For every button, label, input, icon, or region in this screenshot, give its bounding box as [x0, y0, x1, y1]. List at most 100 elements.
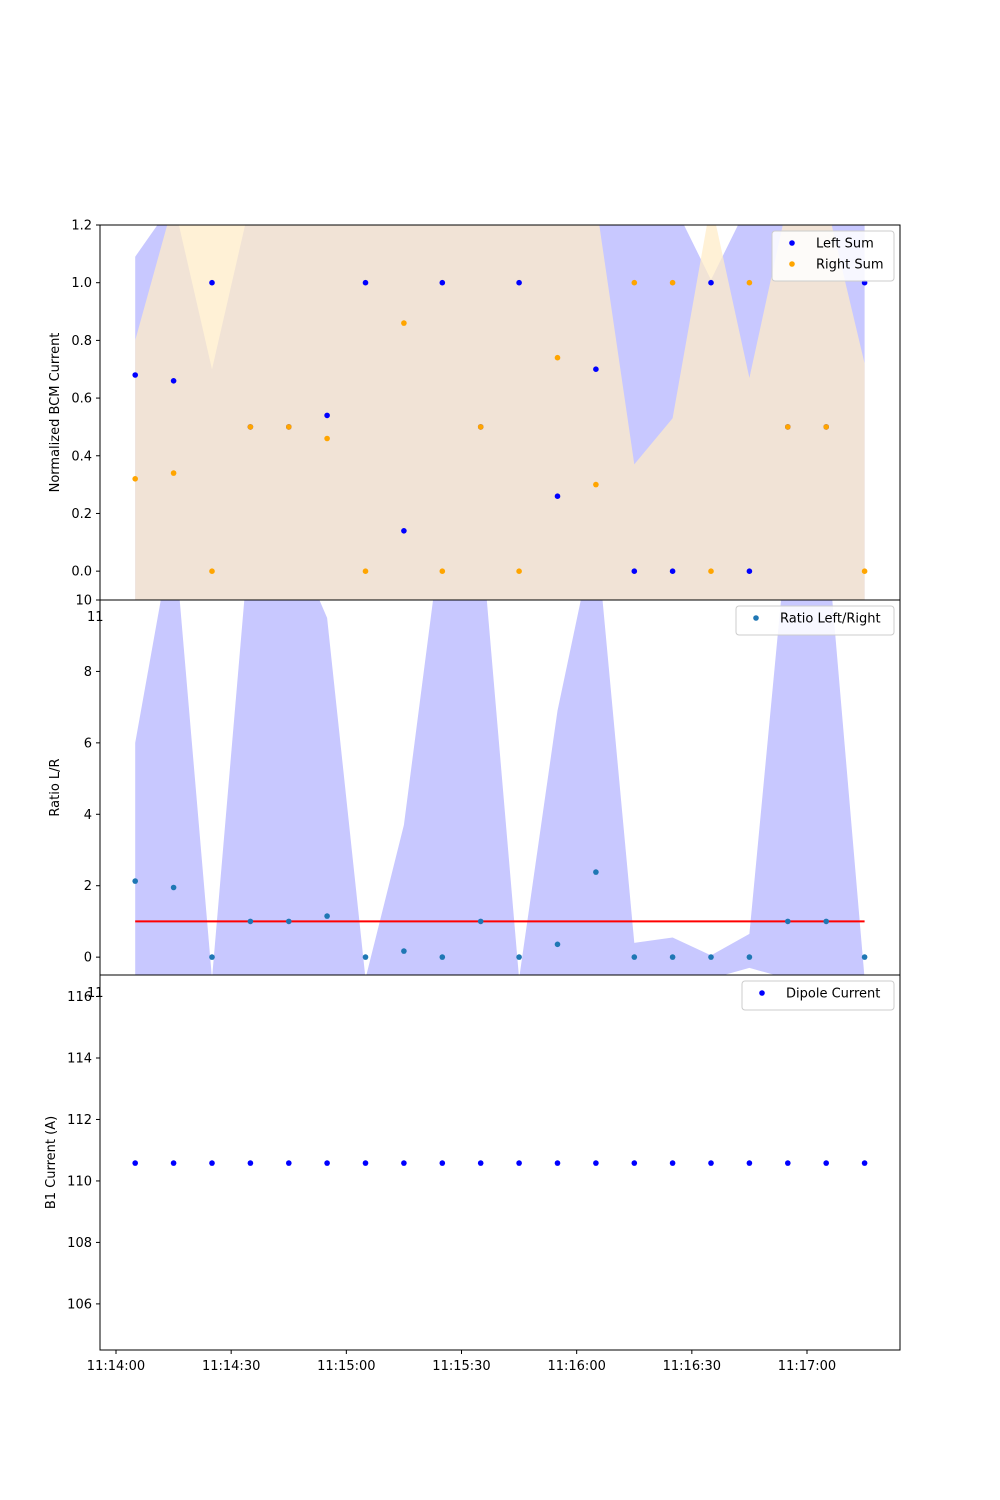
point-2-1 [785, 918, 791, 925]
y-tick-label: 10 [75, 594, 92, 609]
point-2-1 [516, 954, 522, 960]
point-2-1 [823, 918, 829, 925]
point-2-1 [861, 954, 868, 960]
plot-area [132, 600, 868, 975]
y-tick-label: 112 [67, 1113, 92, 1128]
y-tick-label: 1.0 [71, 276, 92, 291]
panel-1: 0.0 0.2 0.4 0.6 0.8 1.0 1.2 Normalized BCM Curr… [48, 219, 901, 601]
point-1-1 [708, 279, 714, 286]
point-1-1 [746, 568, 753, 574]
y-tick-label: 2 [84, 879, 92, 894]
point-1-1 [401, 528, 407, 534]
point-2-1 [669, 954, 676, 960]
point-1-2 [132, 476, 138, 482]
point-1-2 [669, 279, 676, 286]
legend-box [741, 980, 895, 1011]
point-1-2 [170, 470, 177, 476]
y-tick-label: 1.2 [71, 219, 92, 234]
y-tick-label: 116 [67, 990, 92, 1005]
point-1-1 [362, 279, 369, 286]
point-1-2 [286, 424, 292, 430]
point-2-1 [132, 878, 138, 884]
legend-marker [759, 990, 765, 996]
point-1-2 [554, 354, 561, 361]
point-1-2 [401, 320, 407, 326]
x-tick-label: 11:17:00 [778, 1359, 836, 1374]
point-2-1 [746, 954, 753, 960]
point-3-1 [170, 1160, 177, 1166]
point-1-1 [170, 378, 177, 384]
x-tick-label: 11:15:00 [317, 1359, 375, 1374]
band-1-2 [135, 225, 865, 600]
legend-box [735, 605, 895, 636]
y-tick-label: 0.2 [71, 507, 92, 522]
point-3-1 [746, 1160, 753, 1166]
point-3-1 [362, 1160, 369, 1166]
plot-area [132, 225, 868, 600]
point-1-2 [362, 568, 369, 574]
point-1-2 [439, 568, 446, 574]
point-1-1 [669, 568, 676, 574]
point-3-1 [823, 1160, 829, 1166]
point-3-1 [669, 1160, 676, 1166]
x-tick-label: 11:16:30 [663, 1359, 721, 1374]
panel-2: 0 2 4 6 8 10 Ratio L/R Ratio Left/Right [48, 594, 901, 976]
y-tick-label: 108 [67, 1236, 92, 1251]
point-1-2 [785, 424, 791, 430]
panel-3: 106 108 110 112 114 116 B1 Current (A) 11:14:00… [44, 974, 901, 1374]
point-1-2 [516, 568, 522, 574]
point-3-1 [439, 1160, 446, 1166]
point-3-1 [324, 1160, 330, 1166]
point-1-2 [247, 424, 254, 430]
point-2-1 [631, 954, 638, 960]
point-3-1 [286, 1160, 292, 1166]
point-3-1 [401, 1160, 407, 1166]
legend-label: Right Sum [816, 258, 884, 273]
point-2-1 [477, 918, 484, 925]
legend-marker [753, 615, 759, 621]
legend-marker [789, 261, 795, 267]
point-2-1 [401, 948, 407, 954]
legend-marker [789, 240, 795, 246]
point-1-2 [209, 568, 215, 574]
point-3-1 [593, 1160, 599, 1166]
point-1-2 [631, 279, 638, 286]
legend-label: Left Sum [816, 237, 874, 252]
y-tick-label: 114 [67, 1051, 92, 1066]
point-1-1 [554, 493, 561, 500]
y-tick-label: 8 [84, 665, 92, 680]
y-tick-label: 0.4 [71, 449, 92, 464]
point-2-1 [324, 913, 330, 919]
x-tick-label: 11:15:30 [432, 1359, 490, 1374]
point-2-1 [439, 954, 446, 960]
y-axis-label: Ratio L/R [48, 758, 63, 816]
point-2-1 [708, 954, 714, 960]
y-tick-label: 0.8 [71, 334, 92, 349]
point-3-1 [708, 1160, 714, 1166]
point-3-1 [477, 1160, 484, 1166]
y-tick-label: 106 [67, 1297, 92, 1312]
point-1-2 [861, 568, 868, 574]
y-tick-label: 4 [84, 808, 92, 823]
point-1-1 [439, 279, 446, 286]
point-2-1 [247, 918, 254, 925]
plot-area [132, 1160, 868, 1166]
point-3-1 [209, 1160, 215, 1166]
x-tick-label: 11:14:30 [202, 1359, 260, 1374]
panels: 0.0 0.2 0.4 0.6 0.8 1.0 1.2 Normalized BCM Curr… [44, 219, 901, 1374]
point-3-1 [631, 1160, 638, 1166]
overlap-tick-fragment-1: 11 [87, 610, 104, 625]
point-1-2 [708, 568, 714, 574]
legend-label: Dipole Current [786, 987, 880, 1002]
point-1-1 [324, 412, 330, 419]
point-1-2 [593, 481, 599, 488]
point-3-1 [247, 1160, 254, 1166]
point-3-1 [861, 1160, 868, 1166]
x-tick-label: 11:14:00 [87, 1359, 145, 1374]
y-axis-label: Normalized BCM Current [48, 333, 63, 493]
point-1-2 [324, 435, 330, 442]
legend-label: Ratio Left/Right [780, 612, 881, 627]
point-1-1 [631, 568, 638, 574]
overlap-tick-fragment-2: 11 [87, 986, 104, 1001]
